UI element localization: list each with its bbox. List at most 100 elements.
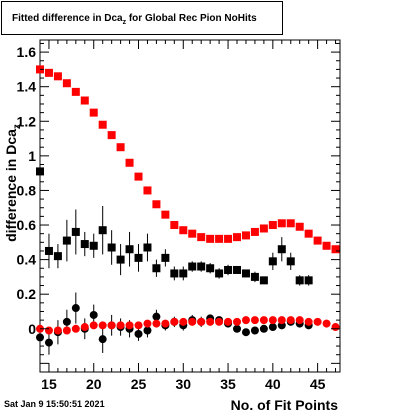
x-axis-label: No. of Fit Points [231, 397, 339, 413]
y-axis-label: difference in Dcaz [3, 124, 23, 242]
data-point-square [44, 246, 53, 255]
data-point-circle [179, 317, 188, 326]
data-point-circle [134, 329, 143, 338]
data-point-square [304, 276, 313, 285]
data-point-circle [116, 321, 125, 330]
data-point-circle [331, 323, 340, 332]
data-point-square [206, 264, 215, 273]
data-point-square [125, 245, 134, 254]
data-point-circle [322, 319, 331, 328]
data-point-square [286, 219, 295, 228]
data-point-square [62, 236, 71, 245]
y-tick-label: 0 [28, 321, 36, 337]
data-point-square [71, 227, 80, 236]
data-point-square [179, 269, 188, 278]
data-point-circle [134, 321, 143, 330]
data-point-circle [71, 304, 80, 313]
data-point-circle [53, 326, 62, 335]
data-point-square [241, 231, 250, 240]
data-point-square [161, 253, 170, 262]
data-point-square [197, 262, 206, 271]
x-tick-label: 40 [265, 376, 281, 392]
data-point-circle [152, 319, 161, 328]
data-point-circle [268, 316, 277, 325]
data-point-square [134, 172, 143, 181]
x-tick-label: 35 [220, 376, 236, 392]
data-point-circle [197, 317, 206, 326]
data-point-square [170, 269, 179, 278]
data-point-square [197, 233, 206, 242]
data-point-circle [241, 328, 250, 337]
data-point-circle [80, 323, 89, 332]
y-axis-label-main: difference in Dca [3, 129, 19, 242]
data-point-square [224, 234, 233, 243]
data-point-square [215, 234, 224, 243]
y-tick-label: 0.6 [17, 217, 37, 233]
data-point-square [170, 221, 179, 230]
data-point-square [116, 143, 125, 152]
data-point-square [322, 241, 331, 250]
x-tick-label: 20 [86, 376, 102, 392]
data-point-square [241, 269, 250, 278]
data-point-square [233, 233, 242, 242]
x-tick-label: 25 [131, 376, 147, 392]
data-point-square [80, 96, 89, 105]
data-point-square [277, 219, 286, 228]
chart-title-sub: z [122, 19, 127, 26]
x-tick-label: 15 [41, 376, 57, 392]
data-point-square [304, 229, 313, 238]
data-point-circle [233, 324, 242, 333]
data-point-circle [170, 317, 179, 326]
timestamp-footer: Sat Jan 9 15:50:51 2021 [4, 399, 105, 409]
data-point-square [44, 68, 53, 77]
data-point-square [71, 87, 80, 96]
data-point-square [53, 72, 62, 81]
data-point-circle [44, 338, 53, 347]
data-point-circle [107, 321, 116, 330]
data-point-square [98, 226, 107, 235]
data-point-circle [125, 321, 134, 330]
data-point-circle [89, 321, 98, 330]
data-point-square [224, 265, 233, 274]
data-point-circle [295, 316, 304, 325]
data-point-square [152, 264, 161, 273]
data-point-square [143, 186, 152, 195]
x-tick-label: 30 [175, 376, 191, 392]
data-point-circle [268, 323, 277, 332]
data-point-square [206, 234, 215, 243]
data-point-square [116, 255, 125, 264]
data-point-square [268, 221, 277, 230]
data-point-circle [143, 326, 152, 335]
axes: 15 20 25 30 35 40 45 0 0.2 0.4 0.6 0.8 1 1.2 1.4 1.6 [17, 40, 340, 392]
data-point-circle [62, 317, 71, 326]
data-point-square [80, 240, 89, 249]
data-point-circle [188, 317, 197, 326]
data-point-circle [206, 317, 215, 326]
data-point-circle [89, 310, 98, 319]
data-point-circle [259, 324, 268, 333]
data-point-square [188, 229, 197, 238]
data-point-circle [98, 321, 107, 330]
chart-title: Fitted difference in Dcaz for Global Rec… [12, 13, 257, 26]
data-point-square [215, 269, 224, 278]
data-point-square [259, 276, 268, 285]
data-point-square [36, 167, 44, 176]
data-point-square [295, 222, 304, 231]
data-point-square [313, 236, 322, 245]
x-tick-label: 45 [310, 376, 326, 392]
data-point-square [107, 131, 116, 140]
data-point-square [250, 227, 259, 236]
y-tick-label: 1.6 [17, 44, 37, 60]
data-point-square [250, 272, 259, 281]
data-point-square [98, 120, 107, 129]
y-axis-label-sub: z [12, 124, 23, 129]
data-point-square [286, 257, 295, 266]
data-point-circle [277, 316, 286, 325]
data-point-square [125, 158, 134, 167]
data-point-square [277, 245, 286, 254]
data-point-circle [71, 324, 80, 333]
y-tick-label: 0.4 [17, 252, 37, 268]
data-point-square [295, 276, 304, 285]
data-point-square [107, 243, 116, 252]
